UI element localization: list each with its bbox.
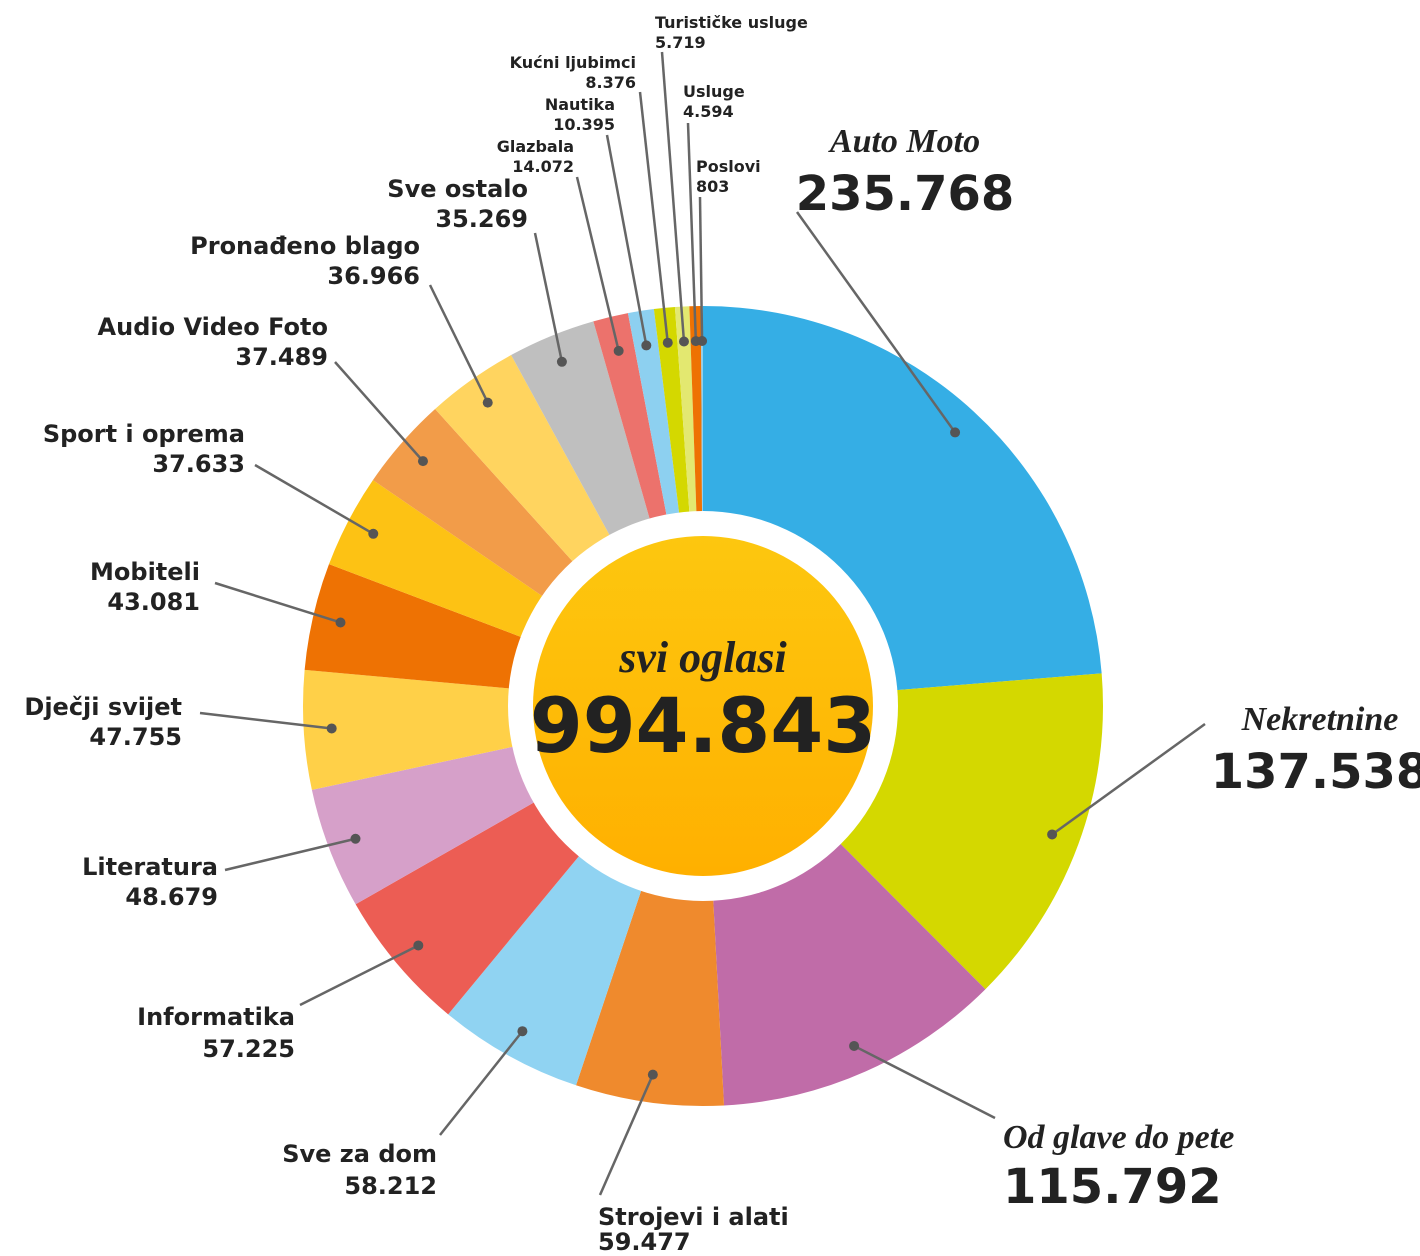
leader-dot	[647, 1069, 658, 1080]
slice-name: Sve ostalo	[387, 175, 528, 203]
leader-line	[334, 361, 424, 462]
slice-value: 37.489	[235, 343, 328, 371]
slice-name: Informatika	[137, 1003, 295, 1031]
slice	[435, 355, 612, 565]
slice	[653, 306, 690, 518]
leader-line	[1051, 722, 1206, 836]
slice-name: Usluge	[683, 82, 745, 101]
leader-dot	[613, 345, 624, 356]
center-value: 994.843	[530, 681, 876, 770]
slice-name: Poslovi	[696, 157, 761, 176]
leader-line	[439, 1030, 524, 1136]
slice-name: Nautika	[545, 95, 615, 114]
slice	[328, 480, 547, 639]
slice	[302, 669, 518, 790]
slice-value: 803	[696, 177, 729, 196]
slice-value: 47.755	[89, 723, 182, 751]
leader-line	[638, 91, 670, 343]
slice	[448, 852, 643, 1086]
slice-name: Glazbala	[497, 137, 574, 156]
slice-value: 59.477	[598, 1228, 691, 1256]
slice-value: 235.768	[796, 166, 1015, 222]
leader-dot	[350, 833, 361, 844]
slice-value: 4.594	[683, 102, 734, 121]
slice-name: Auto Moto	[828, 123, 980, 160]
leader-line	[199, 711, 332, 730]
leader-line	[853, 1044, 996, 1120]
slice-name: Mobiteli	[90, 558, 200, 586]
slice-value: 137.538	[1211, 744, 1420, 800]
slice	[712, 840, 986, 1106]
slice-name: Turističke usluge	[655, 13, 808, 32]
slice-value: 36.966	[327, 262, 420, 290]
slice	[837, 673, 1103, 990]
leader-dot	[950, 427, 961, 438]
slice	[511, 321, 651, 540]
slice	[627, 309, 680, 520]
slice-name: Sve za dom	[282, 1140, 437, 1168]
leader-dot	[1047, 829, 1058, 840]
slice	[674, 306, 697, 517]
slice-value: 37.633	[152, 450, 245, 478]
leader-line	[698, 196, 704, 342]
slice-value: 57.225	[202, 1035, 295, 1063]
leader-line	[299, 944, 419, 1007]
leader-dot	[326, 723, 337, 734]
leader-dot	[556, 356, 567, 367]
slice-value: 115.792	[1003, 1159, 1222, 1215]
slice-value: 43.081	[107, 588, 200, 616]
slice-name: Audio Video Foto	[98, 313, 328, 341]
leader-dot	[849, 1040, 860, 1051]
slice-value: 8.376	[585, 73, 636, 92]
leader-dot	[641, 340, 652, 351]
leader-dot	[482, 397, 493, 408]
leader-dot	[335, 617, 346, 628]
slice-value: 5.719	[655, 33, 706, 52]
slice	[304, 564, 526, 689]
slice	[689, 306, 703, 517]
leader-line	[214, 581, 341, 624]
slice	[703, 306, 1102, 691]
leader-dot	[413, 940, 424, 951]
leader-line	[598, 1074, 654, 1196]
leader-line	[795, 211, 957, 434]
slice	[576, 886, 725, 1106]
slice-value: 10.395	[553, 115, 615, 134]
slice-name: Dječji svijet	[24, 693, 182, 721]
leader-line	[224, 837, 356, 872]
slice-name: Sport i oprema	[43, 420, 245, 448]
slice-name: Pronađeno blago	[190, 232, 420, 260]
leader-line	[686, 122, 698, 342]
leader-line	[575, 176, 620, 352]
leader-line	[533, 232, 564, 363]
slice-value: 14.072	[512, 157, 574, 176]
slice	[311, 745, 538, 905]
slice-name: Literatura	[82, 853, 218, 881]
leader-dot	[368, 528, 379, 539]
leader-dot	[697, 336, 708, 347]
slice	[700, 306, 703, 517]
center-circle	[533, 536, 873, 876]
slice-value: 35.269	[435, 205, 528, 233]
leader-dot	[417, 456, 428, 467]
slice-name: Strojevi i alati	[598, 1203, 789, 1231]
leader-line	[428, 284, 489, 404]
leader-line	[254, 463, 374, 535]
slice	[593, 313, 668, 524]
leader-dot	[517, 1026, 528, 1037]
leader-line	[605, 134, 648, 346]
slice-name: Kućni ljubimci	[510, 53, 636, 72]
slice	[355, 800, 582, 1015]
leader-dot	[662, 337, 673, 348]
slice-name: Nekretnine	[1241, 701, 1399, 738]
slice-value: 48.679	[125, 883, 218, 911]
slice-name: Od glave do pete	[1003, 1119, 1234, 1156]
leader-dot	[678, 336, 689, 347]
leader-line	[660, 51, 686, 342]
center-label: svi oglasi	[618, 633, 787, 682]
slice-value: 58.212	[344, 1172, 437, 1200]
